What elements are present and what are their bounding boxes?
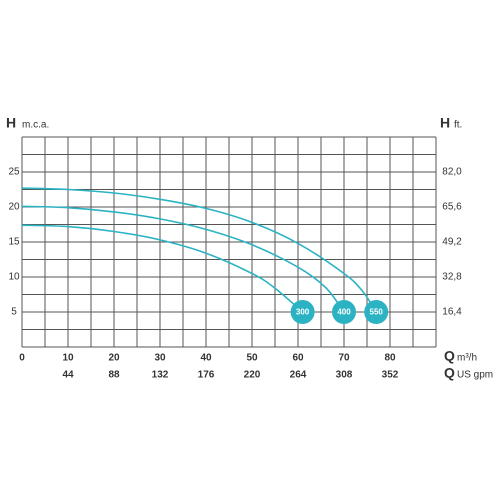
- y-tick-label: 20: [8, 202, 20, 213]
- y2-symbol: H: [440, 115, 450, 131]
- curve-end-marker: [332, 300, 356, 324]
- y2-tick-label: 82,0: [442, 167, 462, 178]
- x-tick-label: 70: [338, 353, 350, 364]
- x2-tick-label: 176: [198, 370, 215, 381]
- y2-tick-label: 16,4: [442, 307, 462, 318]
- x-tick-label: 0: [19, 353, 25, 364]
- x2-tick-label: 220: [244, 370, 261, 381]
- y-tick-label: 25: [8, 167, 20, 178]
- y-unit: m.c.a.: [22, 120, 49, 131]
- curve-end-marker: [290, 300, 315, 324]
- x-tick-label: 40: [200, 353, 212, 364]
- y-tick-label: 10: [8, 272, 20, 283]
- x-tick-label: 30: [154, 353, 166, 364]
- x-tick-label: 10: [62, 353, 74, 364]
- curve-label: 550: [370, 308, 384, 317]
- y2-tick-label: 49,2: [442, 237, 462, 248]
- curve: [21, 224, 304, 313]
- x2-tick-label: 88: [108, 370, 120, 381]
- y2-tick-label: 65,6: [442, 202, 462, 213]
- curve-label: 300: [296, 308, 310, 317]
- x-unit: m³/h: [457, 353, 477, 364]
- y-tick-label: 15: [8, 237, 20, 248]
- x2-unit: US gpm: [457, 370, 493, 381]
- x-tick-label: 60: [292, 353, 304, 364]
- x2-tick-label: 264: [290, 370, 307, 381]
- curve-label: 400: [337, 308, 351, 317]
- y2-tick-label: 32,8: [442, 272, 462, 283]
- x-tick-label: 80: [384, 353, 396, 364]
- x-symbol: Q: [444, 348, 455, 364]
- y-symbol: H: [6, 115, 16, 131]
- y-tick-label: 5: [11, 307, 17, 318]
- x2-symbol: Q: [444, 365, 455, 381]
- x2-tick-label: 44: [62, 370, 74, 381]
- curve-end-marker: [364, 300, 389, 324]
- x2-tick-label: 308: [336, 370, 353, 381]
- x-tick-label: 20: [108, 353, 120, 364]
- y2-unit: ft.: [454, 120, 462, 131]
- curve: [21, 187, 377, 313]
- x-tick-label: 50: [246, 353, 258, 364]
- curve: [21, 205, 345, 313]
- x2-tick-label: 352: [382, 370, 399, 381]
- x2-tick-label: 132: [152, 370, 169, 381]
